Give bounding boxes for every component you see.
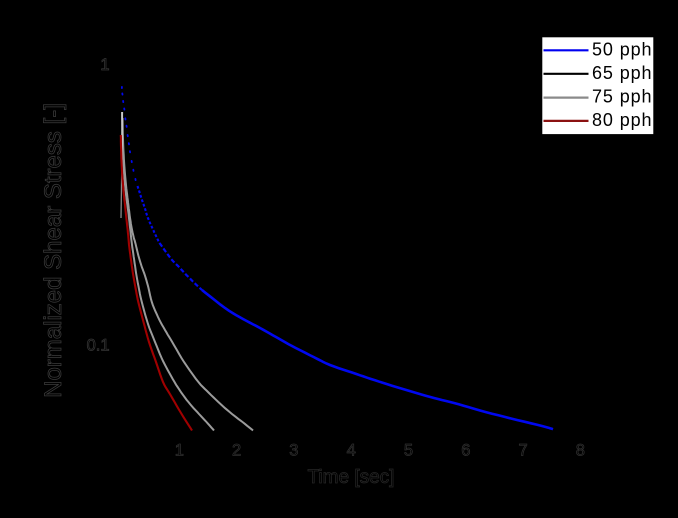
svg-text:7: 7 [519,442,528,460]
svg-text:75 pph: 75 pph [592,86,652,106]
svg-text:80 pph: 80 pph [592,110,652,130]
svg-text:50 pph: 50 pph [592,39,652,59]
svg-text:1: 1 [175,442,184,460]
svg-text:6: 6 [461,442,470,460]
svg-text:5: 5 [404,442,413,460]
svg-text:Normalized Shear Stress [-]: Normalized Shear Stress [-] [40,103,67,398]
svg-text:8: 8 [576,442,585,460]
svg-text:0.1: 0.1 [87,337,110,355]
svg-text:Time [sec]: Time [sec] [308,467,395,488]
svg-text:3: 3 [289,442,298,460]
svg-text:2: 2 [232,442,241,460]
svg-text:1: 1 [100,56,109,74]
svg-text:65 pph: 65 pph [592,63,652,83]
svg-text:4: 4 [347,442,356,460]
